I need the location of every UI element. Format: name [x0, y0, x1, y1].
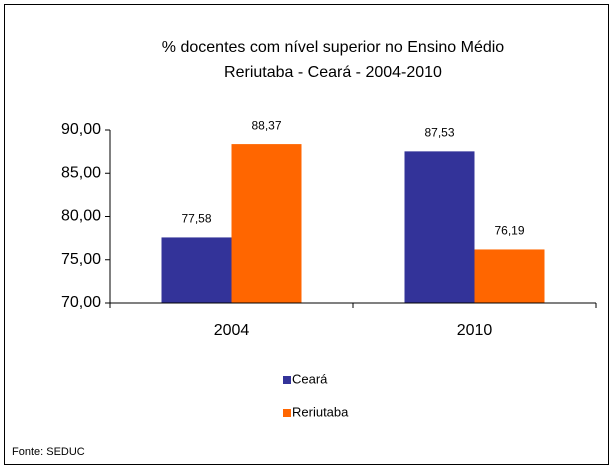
- bar: [231, 144, 302, 303]
- legend-label: Ceará: [292, 371, 328, 386]
- y-tick-label: 80,00: [61, 208, 101, 225]
- y-tick-label: 90,00: [61, 121, 101, 138]
- source-note: Fonte: SEDUC: [12, 446, 85, 458]
- x-tick-label: 2010: [457, 322, 493, 339]
- value-label: 88,37: [251, 118, 281, 132]
- bar: [474, 249, 545, 303]
- x-tick-label: 2004: [214, 322, 250, 339]
- y-tick-label: 75,00: [61, 251, 101, 268]
- y-tick-label: 70,00: [61, 294, 101, 311]
- bar: [404, 151, 475, 303]
- value-label: 87,53: [424, 126, 454, 140]
- value-label: 77,58: [181, 212, 211, 226]
- legend-swatch: [283, 376, 291, 384]
- legend-label: Reriutaba: [292, 404, 349, 419]
- chart-subtitle: Reriutaba - Ceará - 2004-2010: [224, 64, 442, 81]
- legend-swatch: [283, 409, 291, 417]
- y-tick-label: 85,00: [61, 164, 101, 181]
- value-label: 76,19: [494, 224, 524, 238]
- bar: [161, 237, 232, 303]
- chart-frame: [4, 4, 609, 465]
- chart-title: % docentes com nível superior no Ensino …: [162, 39, 505, 56]
